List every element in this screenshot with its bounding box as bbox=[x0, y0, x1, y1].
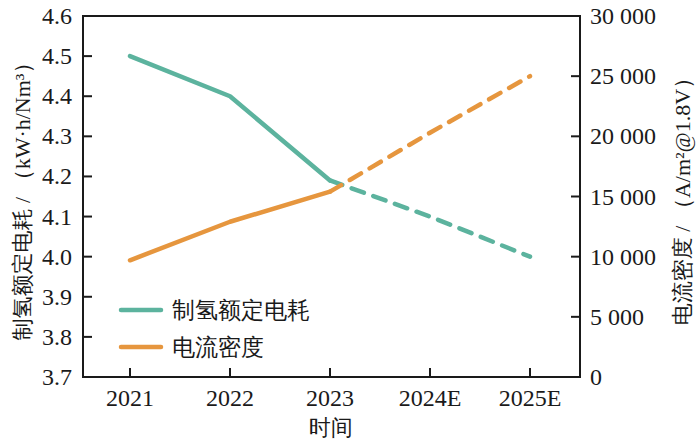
y-left-tick-label: 4.3 bbox=[42, 123, 72, 149]
dual-axis-line-chart: 4.6 4.5 4.4 4.3 4.2 4.1 4.0 3.9 3.8 3.7 30 000 25 0… bbox=[0, 0, 700, 448]
legend-label-consumption: 制氢额定电耗 bbox=[172, 298, 310, 323]
axis-ticks: 4.6 4.5 4.4 4.3 4.2 4.1 4.0 3.9 3.8 3.7 30 000 25 0… bbox=[42, 3, 656, 411]
y-right-tick-label: 25 000 bbox=[590, 63, 656, 89]
x-tick-label: 2021 bbox=[106, 385, 154, 411]
plot-border bbox=[83, 16, 580, 377]
x-tick-label: 2024E bbox=[399, 385, 462, 411]
y-right-tick-label: 30 000 bbox=[590, 3, 656, 29]
y-left-tick-label: 4.1 bbox=[42, 204, 72, 230]
y-left-tick-label: 4.4 bbox=[42, 83, 72, 109]
x-tick-label: 2022 bbox=[206, 385, 254, 411]
y-left-tick-label: 4.0 bbox=[42, 244, 72, 270]
y-left-tick-label: 3.9 bbox=[42, 284, 72, 310]
series-solid-0 bbox=[130, 56, 330, 180]
series-solid-1 bbox=[130, 192, 330, 261]
y-right-tick-label: 5 000 bbox=[590, 304, 644, 330]
y-left-tick-label: 4.5 bbox=[42, 43, 72, 69]
chart-svg: 4.6 4.5 4.4 4.3 4.2 4.1 4.0 3.9 3.8 3.7 30 000 25 0… bbox=[0, 0, 700, 448]
y-right-tick-label: 20 000 bbox=[590, 123, 656, 149]
y-left-tick-label: 3.7 bbox=[42, 364, 72, 390]
y-right-tick-label: 0 bbox=[590, 364, 602, 390]
series-dashed-1 bbox=[330, 76, 530, 192]
y-right-tick-label: 15 000 bbox=[590, 184, 656, 210]
legend: 制氢额定电耗 电流密度 bbox=[121, 298, 310, 360]
x-axis-title: 时间 bbox=[309, 415, 353, 440]
x-tick-label: 2023 bbox=[306, 385, 354, 411]
y-right-tick-label: 10 000 bbox=[590, 244, 656, 270]
series-dashed-0 bbox=[330, 180, 530, 256]
series-lines bbox=[130, 56, 530, 260]
y-left-tick-label: 4.2 bbox=[42, 163, 72, 189]
y-left-tick-label: 4.6 bbox=[42, 3, 72, 29]
legend-label-current-density: 电流密度 bbox=[172, 335, 264, 360]
x-tick-label: 2025E bbox=[499, 385, 562, 411]
y-left-tick-label: 3.8 bbox=[42, 324, 72, 350]
y-axis-title-right: 电流密度 / （A/m²@1.8V） bbox=[670, 67, 695, 325]
y-axis-title-left: 制氢额定电耗 / （kW·h/Nm³） bbox=[10, 52, 35, 341]
